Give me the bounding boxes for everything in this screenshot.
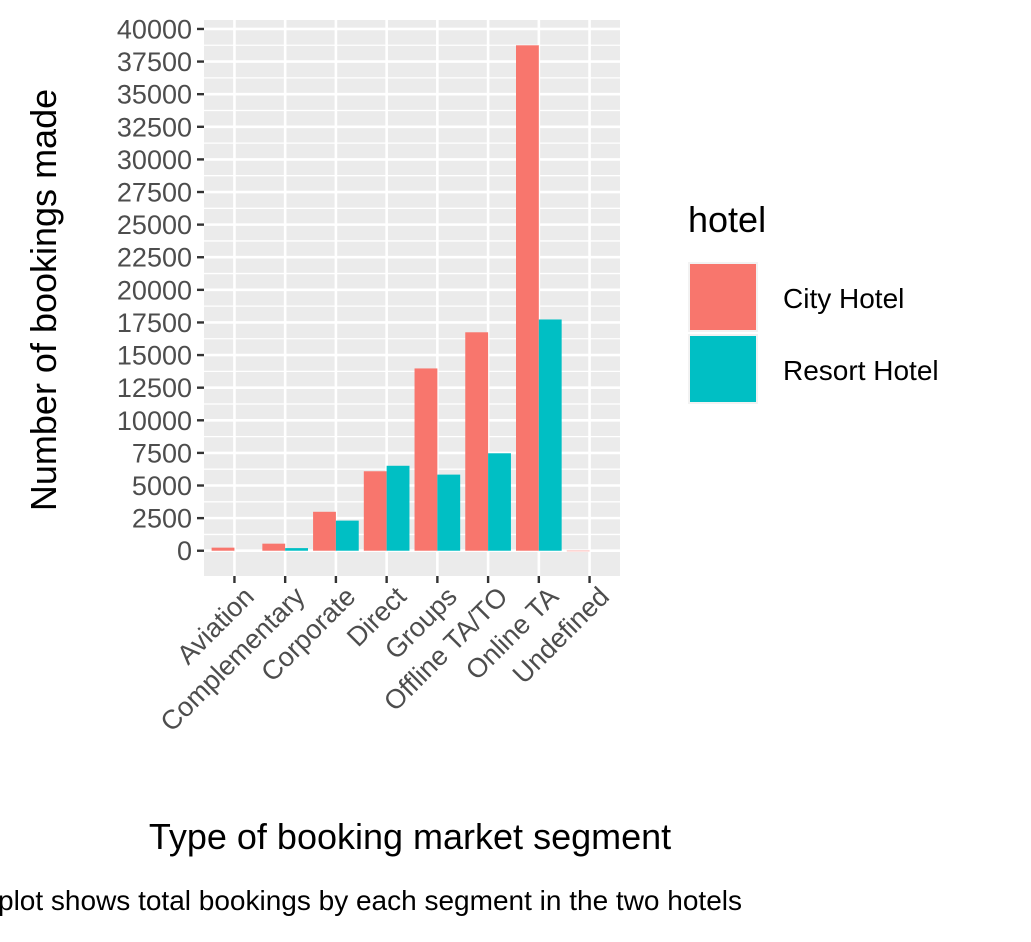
y-tick-label: 20000	[117, 275, 192, 305]
y-tick-label: 27500	[117, 178, 192, 208]
y-tick-label: 0	[177, 536, 192, 566]
bars	[211, 45, 590, 552]
y-tick-label: 15000	[117, 341, 192, 371]
y-tick-label: 37500	[117, 47, 192, 77]
y-tick-label: 30000	[117, 145, 192, 175]
x-axis-title: Type of booking market segment	[149, 816, 671, 857]
bar-resort-hotel-groups	[437, 474, 461, 551]
chart-caption: plot shows total bookings by each segmen…	[0, 885, 742, 916]
legend: hotel City Hotel Resort Hotel	[688, 199, 939, 404]
bar-resort-hotel-complementary	[285, 548, 308, 551]
y-axis-title: Number of bookings made	[23, 89, 64, 511]
y-tick-label: 7500	[132, 438, 192, 468]
bar-city-hotel-offline-ta-to	[465, 332, 489, 551]
bar-resort-hotel-corporate	[335, 520, 359, 551]
bar-city-hotel-undefined	[566, 550, 590, 552]
legend-items: City Hotel Resort Hotel	[688, 262, 939, 404]
y-tick-label: 5000	[132, 471, 192, 501]
bar-resort-hotel-offline-ta-to	[488, 453, 511, 551]
bar-city-hotel-corporate	[313, 511, 336, 551]
bar-city-hotel-direct	[363, 471, 387, 551]
bar-resort-hotel-online-ta	[538, 319, 562, 551]
y-tick-label: 40000	[117, 14, 192, 44]
bar-resort-hotel-direct	[386, 465, 410, 551]
legend-label: Resort Hotel	[783, 355, 939, 386]
legend-label: City Hotel	[783, 283, 904, 314]
bar-city-hotel-online-ta	[516, 45, 539, 551]
y-tick-label: 2500	[132, 504, 192, 534]
y-tick-label: 10000	[117, 406, 192, 436]
y-tick-label: 32500	[117, 112, 192, 142]
legend-title: hotel	[688, 199, 766, 240]
y-tick-label: 25000	[117, 210, 192, 240]
legend-key-swatch	[690, 336, 756, 402]
bar-city-hotel-groups	[414, 368, 438, 551]
y-axis: 0250050007500100001250015000175002000022…	[117, 14, 204, 566]
y-tick-label: 17500	[117, 308, 192, 338]
y-tick-label: 12500	[117, 373, 192, 403]
y-tick-label: 35000	[117, 80, 192, 110]
y-tick-label: 22500	[117, 243, 192, 273]
x-axis: AviationComplementaryCorporateDirectGrou…	[155, 576, 615, 737]
minor-gridlines	[204, 44, 620, 536]
legend-key-swatch	[690, 264, 756, 330]
bar-city-hotel-aviation	[211, 547, 235, 551]
bar-city-hotel-complementary	[262, 543, 286, 551]
